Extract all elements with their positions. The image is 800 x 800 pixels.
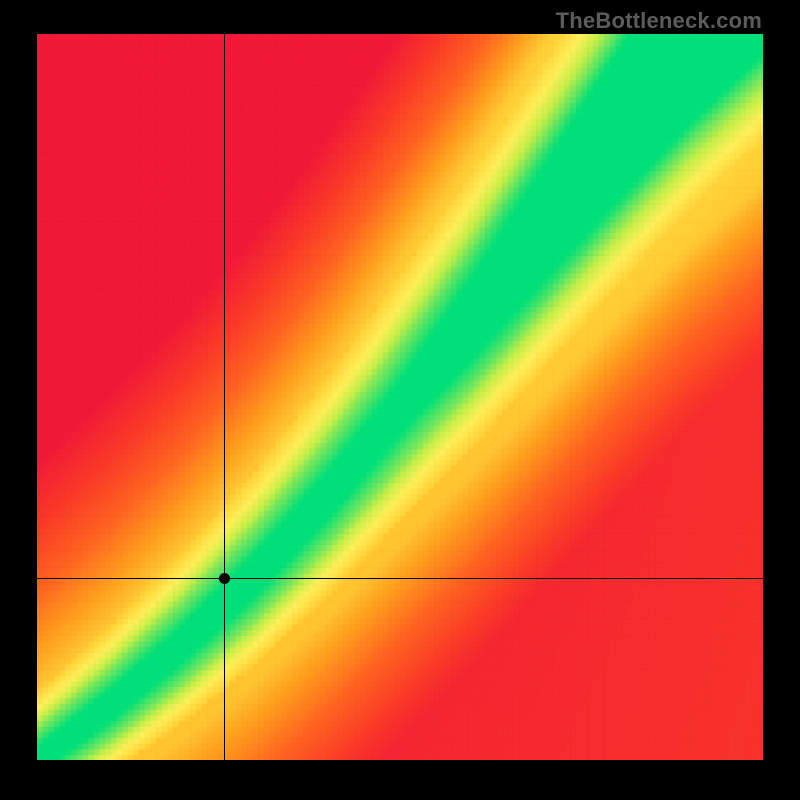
crosshair-vertical (224, 34, 225, 760)
crosshair-horizontal (37, 578, 763, 579)
watermark-text: TheBottleneck.com (556, 8, 762, 34)
operating-point-marker (219, 573, 230, 584)
bottleneck-heatmap (37, 34, 763, 760)
